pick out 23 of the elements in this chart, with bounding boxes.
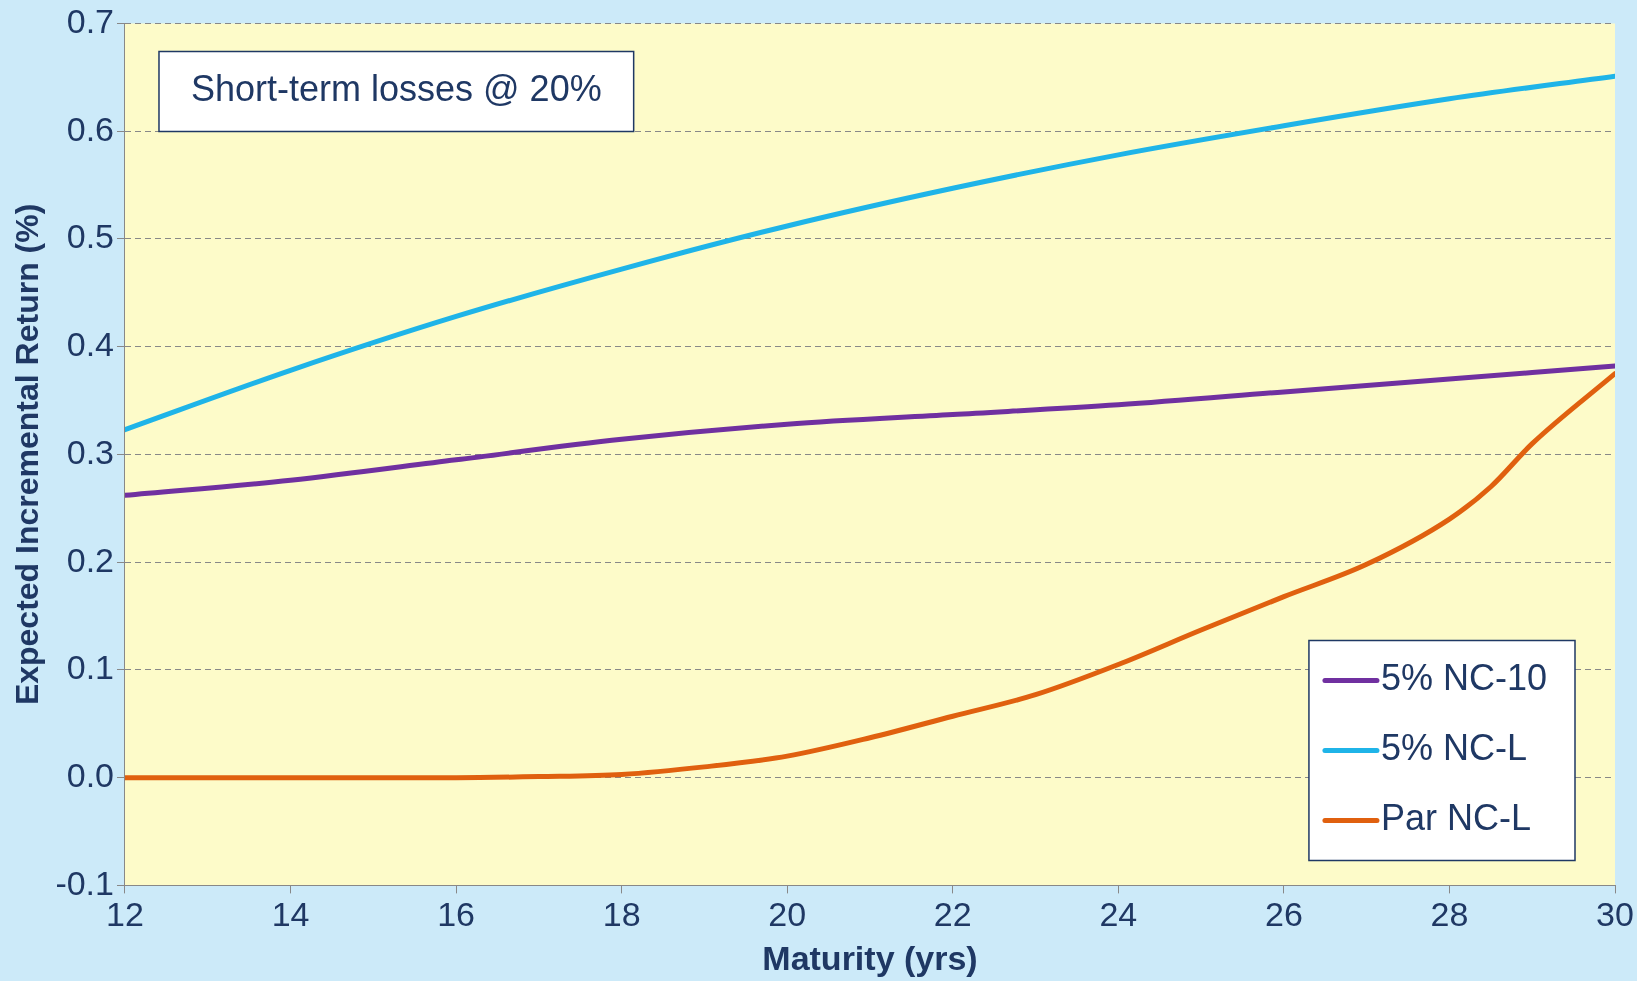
legend-label: Par NC-L (1380, 797, 1531, 839)
x-axis-title: Maturity (yrs) (762, 938, 978, 977)
x-tick-label: 22 (933, 895, 972, 934)
y-tick-label: 0.2 (66, 540, 114, 579)
x-tick-label: 30 (1596, 895, 1634, 934)
y-tick-label: 0.5 (66, 217, 114, 256)
y-tick-label: 0.3 (66, 432, 114, 471)
x-tick-label: 16 (437, 895, 476, 934)
legend-label: 5% NC-10 (1380, 657, 1547, 699)
x-tick-label: 24 (1099, 895, 1138, 934)
x-tick-label: 18 (602, 895, 641, 934)
x-tick-label: 28 (1430, 895, 1469, 934)
x-tick-label: 20 (768, 895, 807, 934)
y-axis-title: Expected Incremental Return (%) (9, 203, 46, 706)
y-tick-label: 0.6 (66, 109, 114, 148)
legend-label: 5% NC-L (1380, 727, 1527, 769)
annotation: Short-term losses @ 20% (190, 68, 602, 110)
y-tick-label: 0.0 (66, 756, 114, 795)
x-tick-label: 14 (271, 895, 310, 934)
y-tick-label: 0.7 (66, 1, 114, 40)
x-tick-label: 26 (1264, 895, 1303, 934)
y-tick-label: 0.1 (66, 648, 114, 687)
y-tick-label: 0.4 (66, 325, 114, 364)
